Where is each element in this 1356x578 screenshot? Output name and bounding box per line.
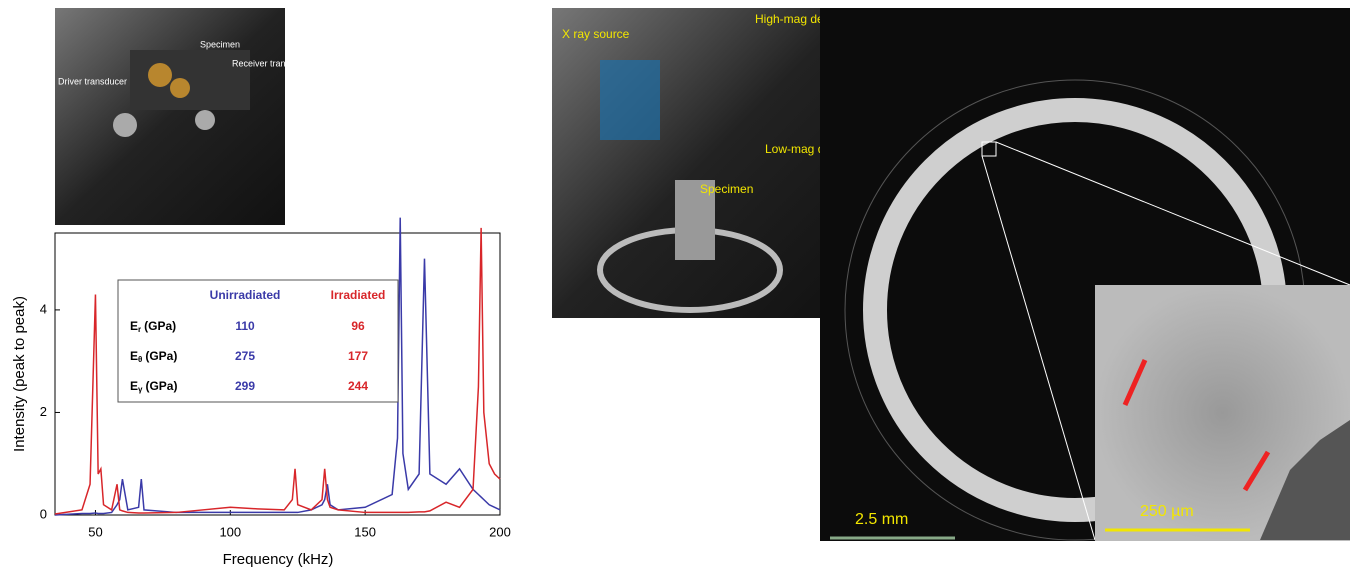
legend-label: Unirradiated — [210, 288, 281, 302]
x-tick-label: 200 — [489, 524, 511, 539]
cell: 177 — [348, 349, 368, 363]
legend-label: Irradiated — [331, 288, 386, 302]
y-tick-label: 2 — [40, 404, 47, 419]
series-line — [54, 227, 501, 515]
subscript: θ — [138, 355, 142, 364]
x-tick-label: 150 — [354, 524, 376, 539]
photo-label: Specimen — [200, 39, 240, 49]
x-tick-label: 100 — [219, 524, 241, 539]
subscript: γ — [138, 385, 143, 394]
ct-setup-photo: X ray source High-mag detector Low-mag d… — [552, 8, 861, 318]
setup-photo: Specimen Receiver transducers Driver tra… — [55, 8, 318, 225]
symbol: E — [130, 379, 138, 393]
unit: (GPa) — [145, 379, 177, 393]
y-tick-label: 4 — [40, 301, 47, 316]
ct-scan: 2.5 mm 250 µm — [820, 8, 1351, 541]
cell: 110 — [235, 319, 255, 333]
y-tick-label: 0 — [40, 506, 47, 521]
scale-label: 2.5 mm — [855, 511, 908, 528]
subscript: r — [138, 325, 141, 334]
row-label: Er (GPa) — [130, 319, 176, 334]
row-label: Eθ (GPa) — [130, 349, 177, 364]
cell: 275 — [235, 349, 255, 363]
symbol: E — [130, 319, 138, 333]
photo-label: X ray source — [562, 27, 630, 41]
series-line — [54, 217, 501, 516]
row-label: Eγ (GPa) — [130, 379, 177, 394]
x-axis-label: Frequency (kHz) — [223, 551, 334, 568]
unit: (GPa) — [145, 349, 177, 363]
photo-label: Receiver transducers — [232, 58, 318, 68]
cell: 244 — [348, 379, 368, 393]
cell: 299 — [235, 379, 255, 393]
unit: (GPa) — [144, 319, 176, 333]
y-axis-label: Intensity (peak to peak) — [11, 296, 28, 452]
cell: 96 — [351, 319, 365, 333]
x-tick-label: 50 — [88, 524, 102, 539]
photo-label: Specimen — [700, 182, 753, 196]
photo-label: Driver transducer — [58, 76, 127, 86]
symbol: E — [130, 349, 138, 363]
scale-label: 250 µm — [1140, 503, 1194, 520]
